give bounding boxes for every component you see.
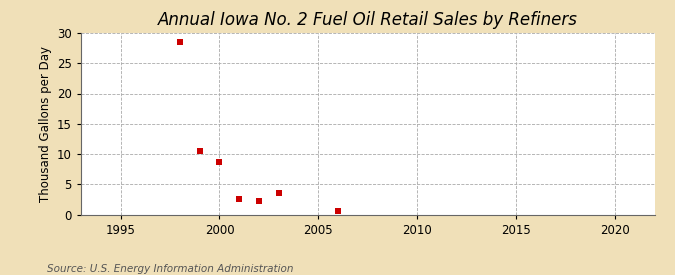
Point <box>273 191 284 195</box>
Point <box>234 197 244 202</box>
Point <box>175 40 186 44</box>
Point <box>333 209 344 213</box>
Y-axis label: Thousand Gallons per Day: Thousand Gallons per Day <box>38 46 51 202</box>
Point <box>214 160 225 164</box>
Point <box>194 149 205 153</box>
Point <box>254 198 265 203</box>
Title: Annual Iowa No. 2 Fuel Oil Retail Sales by Refiners: Annual Iowa No. 2 Fuel Oil Retail Sales … <box>158 11 578 29</box>
Text: Source: U.S. Energy Information Administration: Source: U.S. Energy Information Administ… <box>47 264 294 274</box>
